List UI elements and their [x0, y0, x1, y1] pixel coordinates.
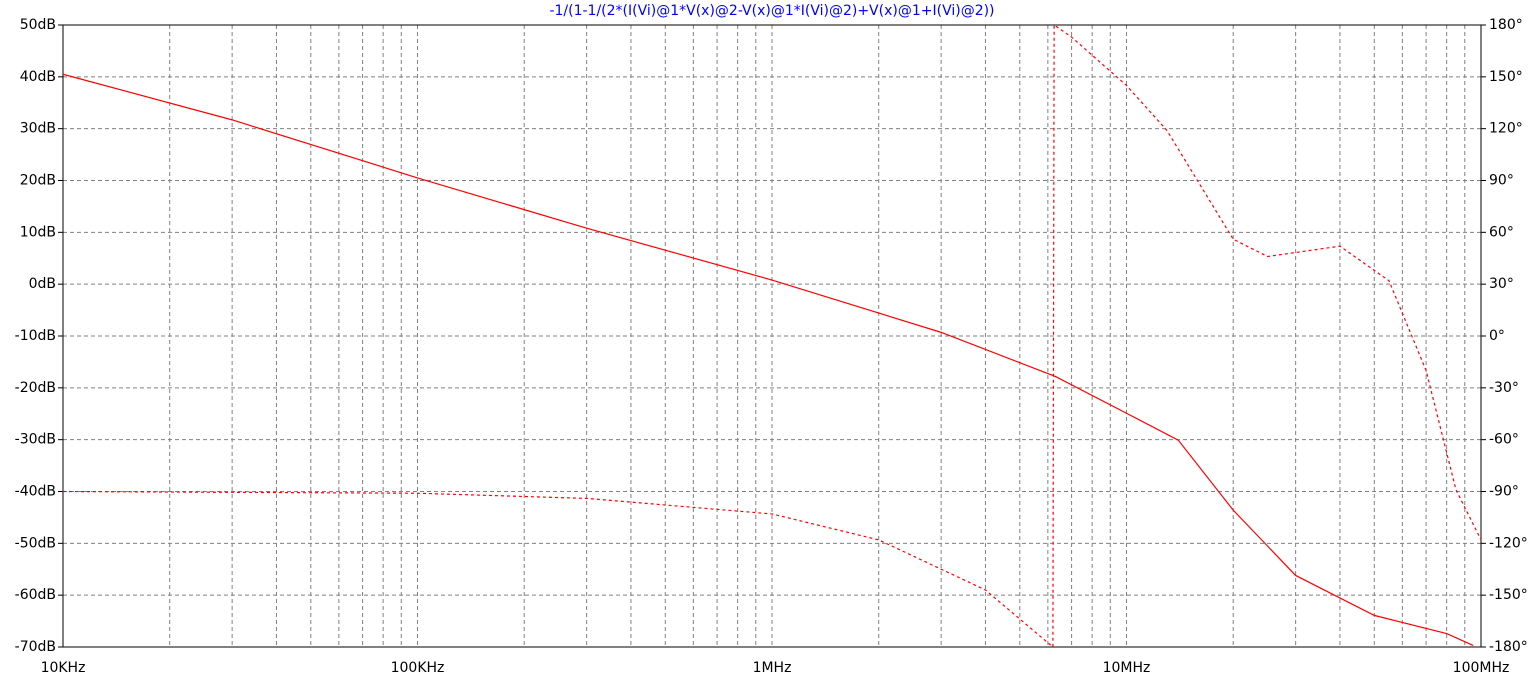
- y2-tick-label: -150°: [1489, 587, 1528, 603]
- y-tick-label: 10dB: [20, 224, 56, 240]
- y-tick-label: 0dB: [29, 276, 56, 292]
- y2-tick-label: 90°: [1489, 173, 1514, 189]
- y-tick-label: 50dB: [20, 17, 56, 33]
- y-tick-label: 40dB: [20, 69, 56, 85]
- series-line: [62, 73, 1474, 646]
- y-tick-label: 30dB: [20, 121, 56, 137]
- y-tick-label: 20dB: [20, 173, 56, 189]
- y2-tick-label: -30°: [1489, 380, 1519, 396]
- y2-tick-label: 120°: [1489, 121, 1523, 137]
- y2-tick-label: 0°: [1489, 328, 1505, 344]
- y-tick-label: -50dB: [15, 535, 56, 551]
- y2-tick-label: 30°: [1489, 276, 1514, 292]
- series-line: [62, 23, 1482, 649]
- y-tick-label: -40dB: [15, 484, 56, 500]
- y-tick-label: -30dB: [15, 432, 56, 448]
- y2-tick-label: -60°: [1489, 432, 1519, 448]
- plot-frame: [62, 24, 1482, 648]
- y2-tick-label: -180°: [1489, 639, 1528, 655]
- y2-tick-label: -120°: [1489, 535, 1528, 551]
- y-tick-label: -10dB: [15, 328, 56, 344]
- y2-tick-label: 150°: [1489, 69, 1523, 85]
- x-tick-label: 100MHz: [1453, 660, 1510, 676]
- x-tick-label: 10KHz: [41, 660, 86, 676]
- x-tick-label: 1MHz: [753, 660, 792, 676]
- y2-tick-label: 180°: [1489, 17, 1523, 33]
- y-tick-label: -70dB: [15, 639, 56, 655]
- y2-tick-label: 60°: [1489, 224, 1514, 240]
- y-tick-label: -20dB: [15, 380, 56, 396]
- y-tick-label: -60dB: [15, 587, 56, 603]
- x-tick-label: 100KHz: [391, 660, 445, 676]
- chart-title: -1/(1-1/(2*(I(Vi)@1*V(x)@2-V(x)@1*I(Vi)@…: [549, 3, 994, 19]
- x-tick-label: 10MHz: [1103, 660, 1151, 676]
- y2-tick-label: -90°: [1489, 484, 1519, 500]
